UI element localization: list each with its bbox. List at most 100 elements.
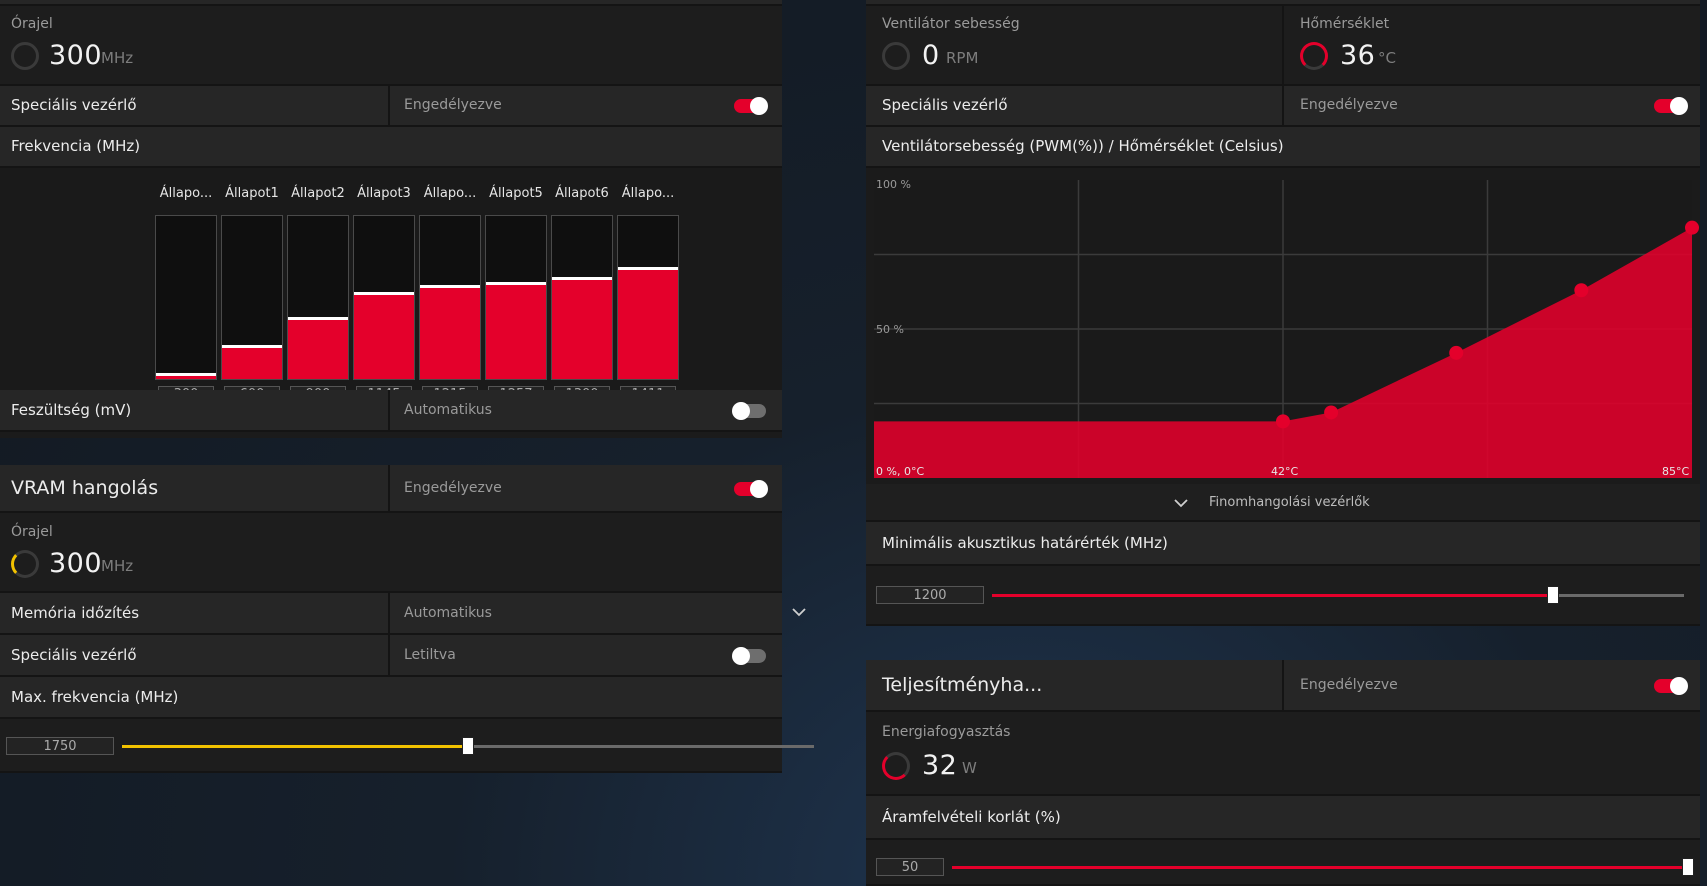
state-bar[interactable] <box>287 215 349 380</box>
fan-curve-point[interactable] <box>1324 405 1339 420</box>
divider <box>388 635 390 675</box>
vram-clock-unit: MHz <box>101 557 134 575</box>
power-consumption-unit: W <box>962 759 977 777</box>
gpu-special-control-label: Speciális vezérlő <box>11 96 137 114</box>
fan-special-control-row: Speciális vezérlő Engedélyezve <box>866 86 1700 127</box>
gpu-clock-row: Órajel 300 MHz <box>0 6 782 86</box>
state-bar[interactable] <box>155 215 217 380</box>
max-freq-slider-fill <box>122 745 468 748</box>
frequency-states-area: Állapo...300Állapot1600Állapot2900Állapo… <box>0 168 782 404</box>
divider <box>388 390 390 430</box>
gpu-special-control-state: Engedélyezve <box>404 97 502 113</box>
fan-curve-chart[interactable]: 100 % 50 % 0 %, 0°C 42°C 85°C <box>866 168 1700 484</box>
vram-state: Engedélyezve <box>404 480 502 496</box>
power-limit-label: Áramfelvételi korlát (%) <box>882 808 1061 826</box>
vram-title: VRAM hangolás <box>11 477 159 499</box>
vram-special-control-toggle[interactable] <box>732 647 766 665</box>
gpu-clock-gauge-icon <box>11 42 39 70</box>
fan-special-control-state: Engedélyezve <box>1300 97 1398 113</box>
power-limit-slider-thumb[interactable] <box>1682 858 1694 876</box>
fine-tune-row[interactable]: Finomhangolási vezérlők <box>866 484 1700 522</box>
divider <box>1282 660 1284 710</box>
top-strip <box>866 0 1700 6</box>
power-limit-slider-fill <box>952 866 1688 869</box>
fan-special-control-toggle[interactable] <box>1654 97 1688 115</box>
fine-tune-label[interactable]: Finomhangolási vezérlők <box>1209 495 1370 510</box>
fan-speed-gauge-icon <box>882 42 910 70</box>
state-bar[interactable] <box>617 215 679 380</box>
vram-special-control-row: Speciális vezérlő Letiltva <box>0 635 782 677</box>
fan-stats-row: Ventilátor sebesség 0 RPM Hőmérséklet 36… <box>866 6 1700 86</box>
max-freq-input[interactable]: 1750 <box>6 737 114 755</box>
power-consumption-label: Energiafogyasztás <box>882 724 1011 740</box>
state-name-label: Állapo... <box>621 186 675 201</box>
power-gauge-icon <box>882 752 910 780</box>
max-freq-slider[interactable] <box>122 737 814 755</box>
min-acoustic-slider-fill <box>992 594 1553 597</box>
voltage-toggle[interactable] <box>732 402 766 420</box>
power-limit-slider[interactable] <box>952 858 1694 876</box>
vram-special-control-label: Speciális vezérlő <box>11 646 137 664</box>
power-consumption-value: 32 <box>922 750 958 781</box>
vram-toggle[interactable] <box>734 480 768 498</box>
fan-curve-area <box>874 227 1692 478</box>
power-title: Teljesítményha... <box>882 674 1043 696</box>
state-bar[interactable] <box>221 215 283 380</box>
voltage-row: Feszültség (mV) Automatikus <box>0 390 782 432</box>
fan-curve-point[interactable] <box>1574 283 1589 298</box>
min-acoustic-slider-thumb[interactable] <box>1546 586 1559 604</box>
state-name-label: Állapo... <box>159 186 213 201</box>
vram-clock-value: 300 <box>49 548 103 579</box>
fan-speed-unit: RPM <box>946 49 979 67</box>
gpu-tuning-panel: Órajel 300 MHz Speciális vezérlő Engedél… <box>0 0 782 438</box>
chevron-down-icon[interactable] <box>1174 498 1188 508</box>
state-bar[interactable] <box>551 215 613 380</box>
voltage-state: Automatikus <box>404 402 492 418</box>
max-freq-header-row: Max. frekvencia (MHz) <box>0 677 782 719</box>
top-strip <box>0 0 782 6</box>
state-bar-fill <box>420 285 480 379</box>
min-acoustic-input[interactable]: 1200 <box>876 586 984 604</box>
frequency-label: Frekvencia (MHz) <box>11 137 141 155</box>
state-bar-fill <box>222 344 282 379</box>
state-name-label: Állapo... <box>423 186 477 201</box>
gpu-clock-value: 300 <box>49 40 103 71</box>
fan-curve-point[interactable] <box>1276 414 1290 429</box>
power-toggle[interactable] <box>1654 677 1688 695</box>
gpu-special-control-toggle[interactable] <box>734 97 768 115</box>
divider <box>388 86 390 125</box>
gpu-special-control-row: Speciális vezérlő Engedélyezve <box>0 86 782 127</box>
fan-panel: Ventilátor sebesség 0 RPM Hőmérséklet 36… <box>866 0 1700 626</box>
state-bar[interactable] <box>485 215 547 380</box>
state-bar-fill <box>552 277 612 379</box>
vram-special-control-state: Letiltva <box>404 647 456 663</box>
fan-curve-point[interactable] <box>1685 220 1699 235</box>
memory-timing-row[interactable]: Memória időzítés Automatikus <box>0 593 806 635</box>
fan-special-control-label: Speciális vezérlő <box>882 96 1008 114</box>
max-freq-slider-thumb[interactable] <box>462 737 474 755</box>
power-limit-input[interactable]: 50 <box>876 858 944 876</box>
memory-timing-value[interactable]: Automatikus <box>404 605 492 621</box>
divider <box>1282 6 1284 84</box>
fan-curve-point[interactable] <box>1449 345 1464 360</box>
fan-curve-header-row: Ventilátorsebesség (PWM(%)) / Hőmérsékle… <box>866 127 1700 168</box>
power-panel: Teljesítményha... Engedélyezve Energiafo… <box>866 660 1700 886</box>
power-header-row: Teljesítményha... Engedélyezve <box>866 660 1700 712</box>
frequency-header-row: Frekvencia (MHz) <box>0 127 782 168</box>
state-bar[interactable] <box>353 215 415 380</box>
state-bar[interactable] <box>419 215 481 380</box>
vram-clock-gauge-icon <box>11 550 39 578</box>
min-acoustic-slider[interactable] <box>992 586 1684 604</box>
state-name-label: Állapot6 <box>555 186 609 201</box>
fan-speed-value: 0 <box>922 40 940 71</box>
fan-curve-chart-area: 100 % 50 % 0 %, 0°C 42°C 85°C <box>866 168 1700 484</box>
power-state: Engedélyezve <box>1300 677 1398 693</box>
temperature-value: 36 <box>1340 40 1376 71</box>
state-name-label: Állapot2 <box>291 186 345 201</box>
max-freq-slider-row: 1750 <box>0 719 814 773</box>
min-acoustic-label: Minimális akusztikus határérték (MHz) <box>882 534 1168 552</box>
divider <box>388 465 390 511</box>
power-limit-slider-row: 50 <box>866 840 1700 886</box>
state-bar-fill <box>156 372 216 379</box>
chevron-down-icon[interactable] <box>792 607 806 617</box>
